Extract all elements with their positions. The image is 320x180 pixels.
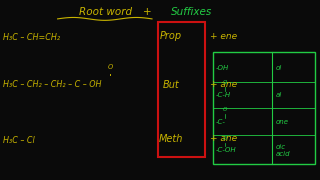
Text: oic
acid: oic acid	[276, 144, 290, 157]
Text: + ene: + ene	[210, 31, 237, 40]
Text: Meth: Meth	[159, 134, 183, 144]
Text: Root word: Root word	[79, 7, 132, 17]
Text: But: But	[163, 80, 180, 90]
Bar	[213, 52, 315, 164]
Text: ol: ol	[276, 64, 282, 71]
Text: + ane: + ane	[210, 134, 237, 143]
Text: H₃C – CH=CH₂: H₃C – CH=CH₂	[3, 33, 60, 42]
Text: -C-: -C-	[215, 118, 225, 125]
Text: Suffixes: Suffixes	[172, 7, 212, 17]
Text: -C-OH: -C-OH	[215, 147, 236, 153]
Text: al: al	[276, 91, 282, 98]
Text: H₃C – Cl: H₃C – Cl	[3, 136, 35, 145]
Text: O: O	[223, 136, 227, 141]
Text: +: +	[143, 7, 151, 17]
Bar	[158, 22, 205, 157]
Text: -OH: -OH	[215, 64, 228, 71]
Text: H₃C – CH₂ – CH₂ – C – OH: H₃C – CH₂ – CH₂ – C – OH	[3, 80, 102, 89]
Text: + ane: + ane	[210, 80, 237, 89]
Text: O: O	[223, 80, 227, 85]
Text: O: O	[108, 64, 113, 70]
Text: O: O	[223, 107, 227, 112]
Text: one: one	[276, 118, 288, 125]
Text: Prop: Prop	[160, 31, 182, 41]
Text: -C-H: -C-H	[215, 91, 230, 98]
